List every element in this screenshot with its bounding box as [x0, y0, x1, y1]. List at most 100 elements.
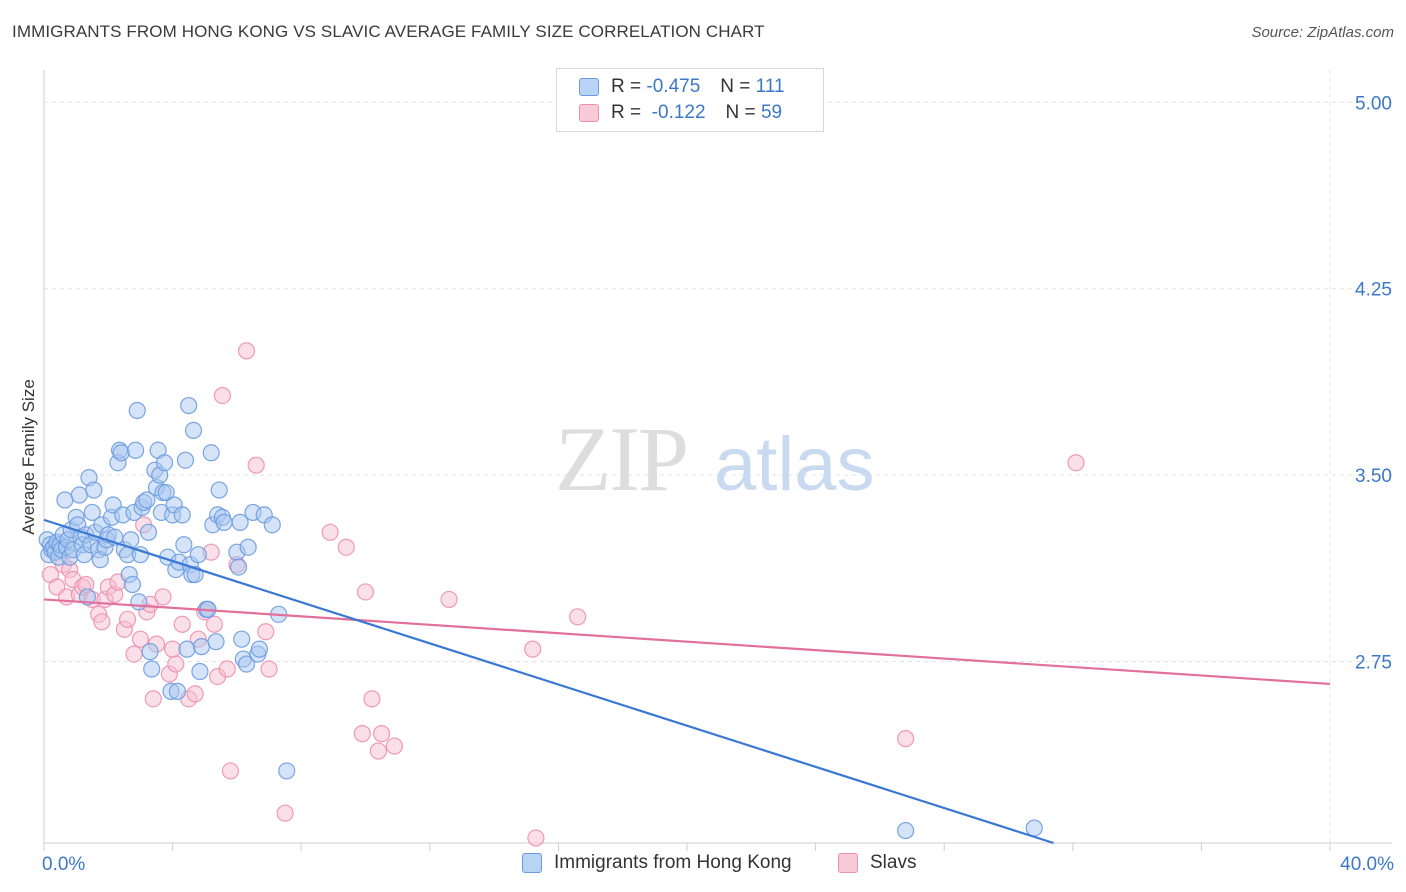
data-point: [191, 662, 209, 681]
data-point: [123, 575, 142, 594]
data-point: [1067, 454, 1085, 472]
data-point: [231, 513, 249, 531]
legend-n-label: N =: [720, 76, 751, 97]
series-hong-kong-points: [38, 396, 1043, 840]
data-point: [202, 444, 220, 462]
data-point: [141, 643, 159, 661]
watermark: ZIP atlas: [555, 408, 875, 510]
data-point: [138, 491, 156, 509]
data-point: [164, 640, 182, 658]
legend-item-slavs: Slavs: [838, 852, 916, 874]
data-point: [56, 491, 74, 509]
y-tick-label: 4.25: [1355, 280, 1392, 301]
legend-label: Slavs: [870, 852, 917, 873]
legend-n-label: N =: [725, 102, 756, 123]
legend-r-label: R =: [611, 102, 642, 123]
legend-item-hong-kong: Immigrants from Hong Kong: [522, 852, 792, 874]
legend-n-value: 111: [755, 76, 785, 97]
x-tick-label-max: 40.0%: [1340, 854, 1394, 875]
legend-swatch-blue: [522, 853, 542, 873]
data-point: [85, 481, 103, 499]
data-point: [210, 481, 228, 499]
data-point: [369, 742, 387, 760]
y-tick-label: 2.75: [1355, 653, 1392, 674]
data-point: [130, 593, 148, 611]
data-point: [276, 804, 294, 822]
data-point: [215, 513, 233, 531]
data-point: [337, 538, 355, 556]
data-point: [168, 682, 187, 700]
legend-swatch-blue: [579, 78, 599, 96]
data-point: [189, 546, 207, 564]
data-point: [70, 486, 88, 504]
data-point: [1025, 819, 1043, 837]
y-axis-label: Average Family Size: [19, 379, 38, 535]
data-point: [127, 441, 145, 459]
data-point: [221, 762, 240, 780]
data-point: [278, 762, 296, 780]
correlation-legend: R = -0.475 N = 111 R = -0.122 N = 59: [556, 68, 824, 132]
data-point: [237, 655, 256, 673]
data-point: [356, 583, 375, 601]
data-point: [897, 821, 915, 840]
data-point: [440, 590, 458, 609]
x-tick-label-min: 0.0%: [42, 854, 85, 875]
series-legend: Immigrants from Hong Kong Slavs: [0, 850, 1406, 878]
data-point: [218, 660, 236, 678]
data-point: [524, 640, 542, 658]
tick-labels: 2.75 3.50 4.25 5.00 0.0% 40.0%: [42, 93, 1394, 875]
source-credit: Source: ZipAtlas.com: [1251, 24, 1394, 41]
legend-swatch-pink: [579, 104, 599, 122]
data-point: [353, 725, 371, 743]
data-point: [184, 421, 203, 440]
watermark-zip: ZIP: [555, 408, 687, 510]
data-point: [186, 685, 204, 703]
data-point: [205, 615, 223, 633]
data-point: [167, 655, 185, 673]
y-tick-label: 5.00: [1355, 93, 1392, 114]
data-point: [173, 506, 191, 524]
data-point: [363, 690, 381, 708]
legend-swatch-pink: [838, 853, 858, 873]
data-point: [239, 538, 257, 556]
data-point: [321, 523, 339, 541]
legend-r-value: -0.122: [651, 102, 706, 123]
data-point: [237, 342, 256, 360]
data-point: [263, 516, 281, 534]
data-point: [175, 536, 193, 554]
data-point: [207, 633, 225, 651]
data-point: [144, 690, 162, 708]
data-point: [257, 623, 275, 641]
data-point: [139, 523, 158, 541]
data-point: [527, 829, 545, 847]
data-point: [131, 546, 150, 564]
data-point: [385, 737, 404, 755]
trend-line-hong-kong: [43, 518, 1054, 845]
watermark-atlas: atlas: [714, 422, 875, 507]
data-point: [229, 558, 248, 576]
legend-n-value: 59: [760, 102, 783, 123]
data-point: [154, 588, 172, 606]
data-point: [897, 730, 915, 748]
data-point: [213, 387, 232, 405]
data-point: [128, 401, 146, 420]
data-point: [260, 660, 278, 678]
trend-lines: [43, 518, 1331, 845]
data-point: [157, 483, 175, 502]
data-point: [250, 640, 269, 658]
y-tick-label: 3.50: [1355, 466, 1392, 487]
data-point: [173, 615, 191, 633]
data-point: [93, 613, 111, 631]
gridlines: [44, 70, 1392, 843]
trend-line-slavs: [43, 598, 1331, 686]
data-point: [155, 454, 174, 472]
data-point: [112, 444, 130, 462]
legend-label: Immigrants from Hong Kong: [554, 852, 792, 873]
data-point: [118, 610, 137, 628]
legend-row-slavs: R = -0.122 N = 59: [579, 101, 782, 125]
data-point: [569, 608, 587, 626]
legend-r-value: -0.475: [646, 76, 701, 97]
data-point: [131, 630, 150, 648]
series-slavs-points: [41, 103, 1085, 847]
